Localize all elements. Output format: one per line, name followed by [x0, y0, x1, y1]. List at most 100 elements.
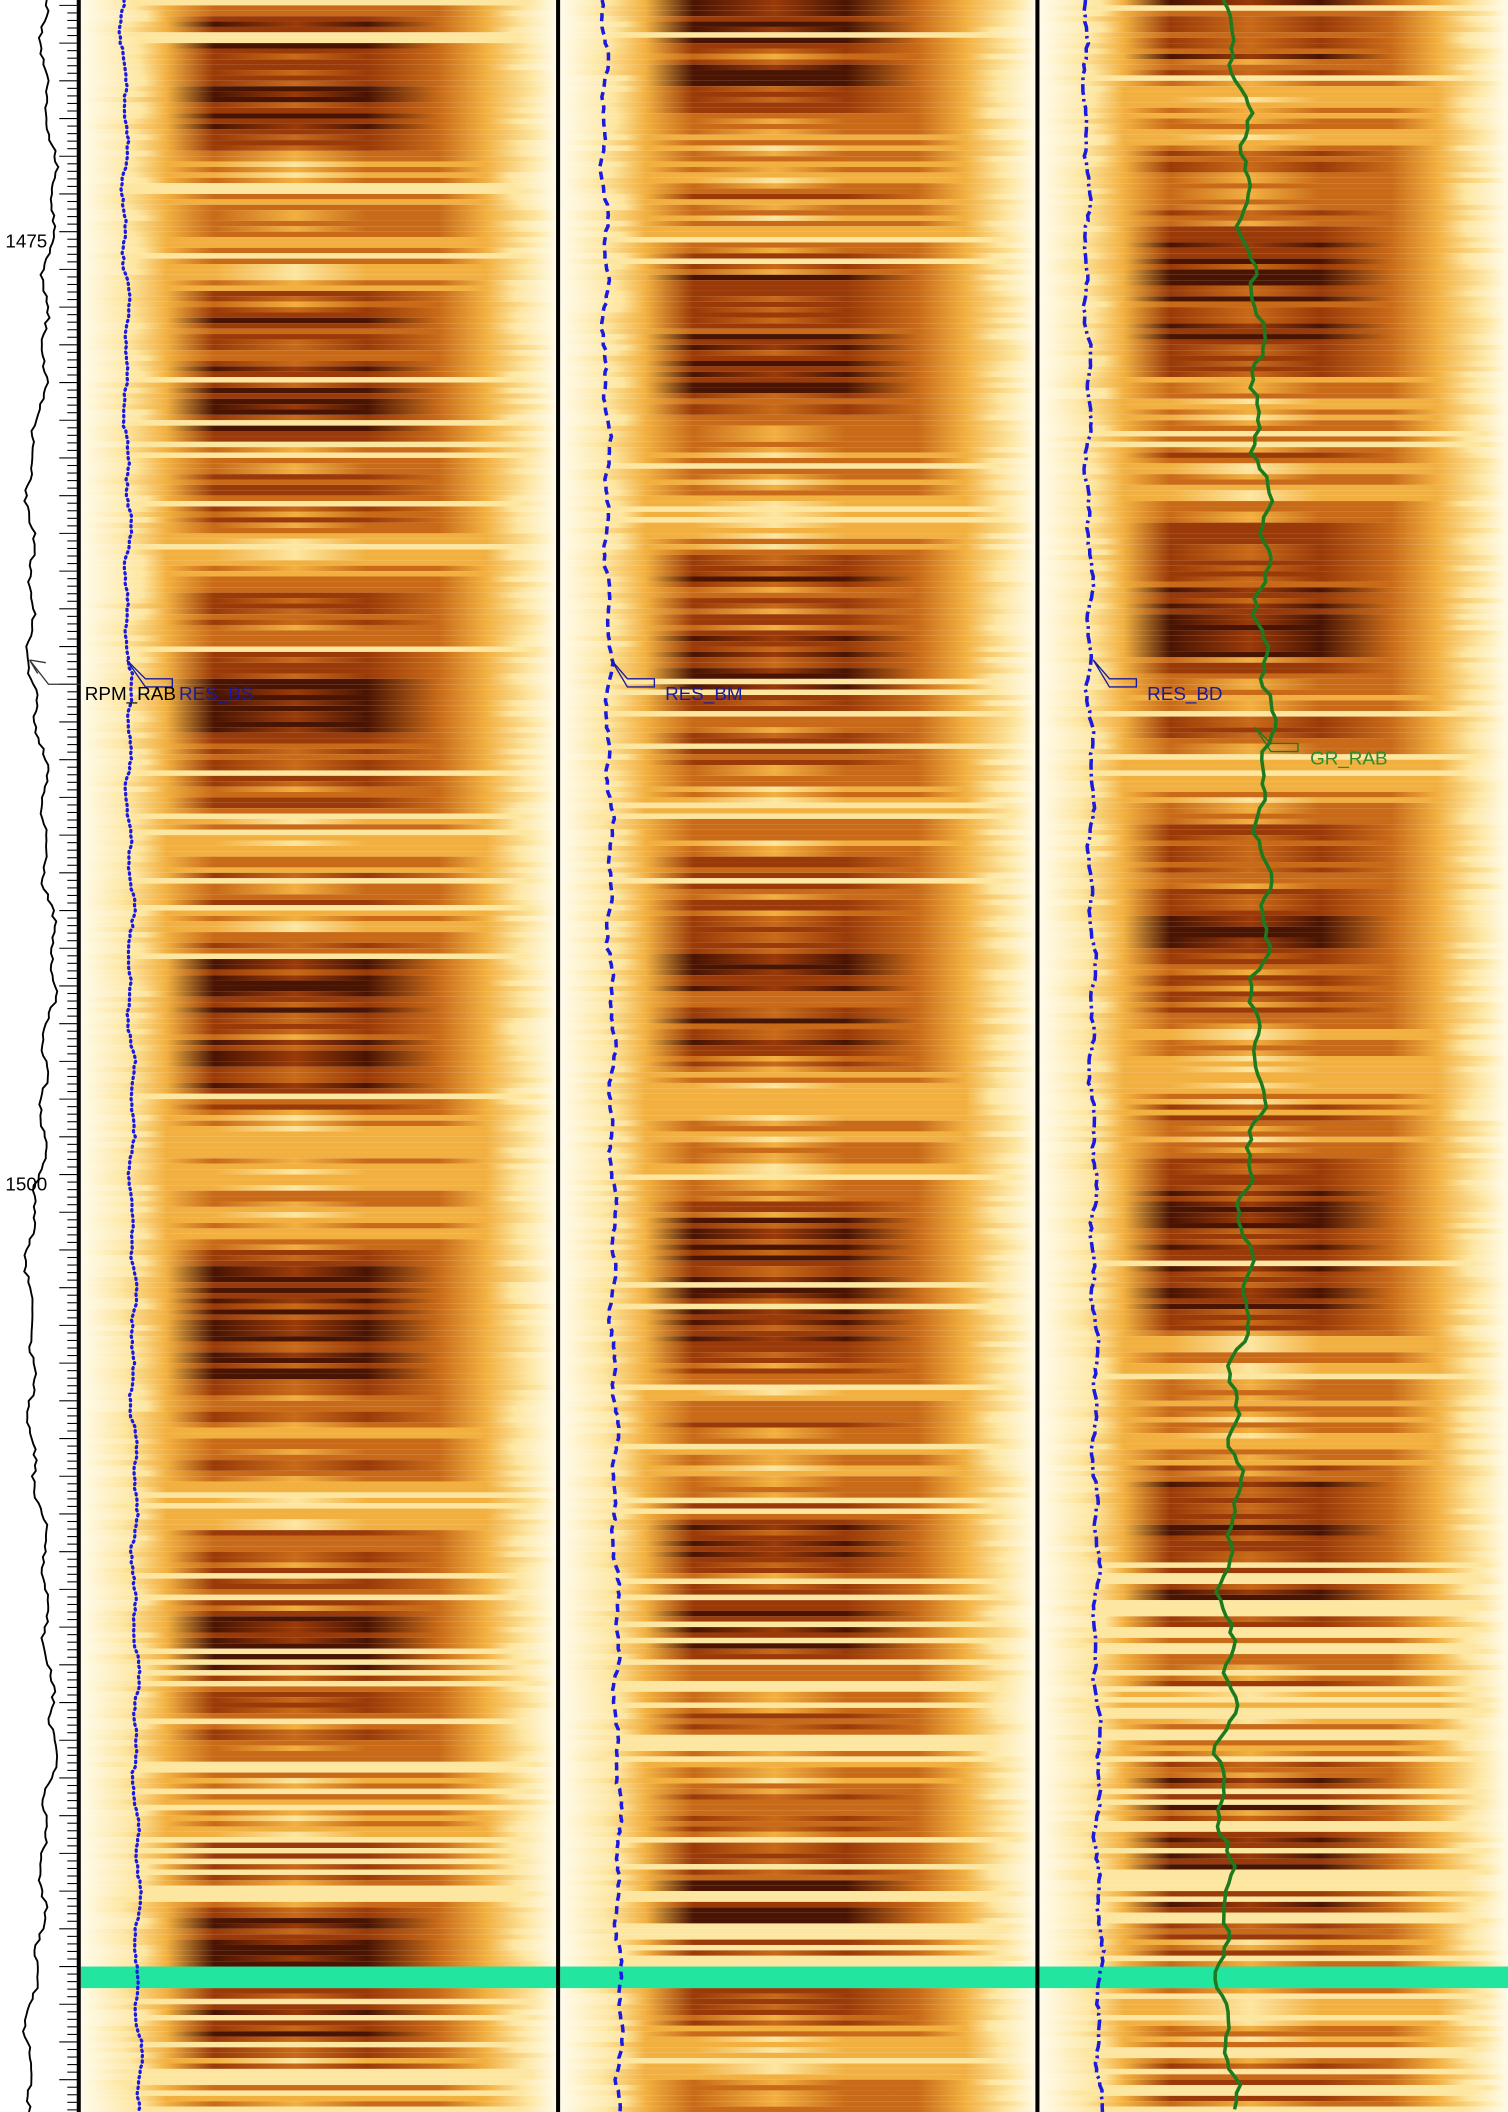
image-row	[1039, 959, 1508, 965]
image-row	[1039, 1443, 1508, 1450]
image-row	[80, 1099, 558, 1105]
image-row	[1039, 1158, 1508, 1164]
image-row	[560, 910, 1037, 916]
image-row	[1039, 1411, 1508, 1417]
image-row	[560, 1379, 1037, 1385]
image-row	[80, 571, 558, 577]
image-row	[80, 538, 558, 545]
image-row	[560, 1395, 1037, 1401]
image-row	[80, 1287, 558, 1294]
image-row	[80, 371, 558, 378]
image-row	[80, 1831, 558, 1838]
image-row	[560, 1648, 1037, 1655]
image-row	[1039, 1589, 1508, 1595]
image-row	[80, 1826, 558, 1832]
image-row	[1039, 1045, 1508, 1051]
image-row	[1039, 16, 1508, 22]
image-row	[80, 603, 558, 609]
image-row	[1039, 1950, 1508, 1956]
image-row	[80, 1104, 558, 1110]
image-row	[560, 172, 1037, 178]
curves	[117, 0, 1278, 2112]
image-row	[560, 1244, 1037, 1250]
image-row	[80, 242, 558, 248]
image-row	[560, 26, 1037, 33]
image-row	[1039, 1406, 1508, 1412]
image-row	[1039, 1497, 1508, 1504]
image-row	[1039, 156, 1508, 162]
image-row	[1039, 199, 1508, 205]
image-row	[560, 307, 1037, 313]
image-row	[80, 156, 558, 162]
image-row	[80, 441, 558, 448]
image-row	[80, 404, 558, 410]
image-row	[560, 845, 1037, 852]
image-row	[560, 290, 1037, 297]
image-row	[80, 1896, 558, 1902]
image-row	[560, 123, 1037, 130]
image-row	[1039, 1481, 1508, 1488]
image-row	[1039, 1357, 1508, 1364]
image-row	[80, 1443, 558, 1450]
image-row	[560, 2052, 1037, 2059]
callout	[1254, 726, 1299, 753]
image-row	[1039, 522, 1508, 528]
image-row	[80, 258, 558, 264]
image-row	[560, 80, 1037, 87]
image-row	[560, 1842, 1037, 1848]
image-row	[80, 339, 558, 345]
image-row	[560, 969, 1037, 976]
image-row	[80, 484, 558, 491]
image-row	[560, 1659, 1037, 1665]
image-row	[1039, 705, 1508, 712]
image-row	[80, 899, 558, 906]
image-row	[560, 1573, 1037, 1579]
image-row	[560, 646, 1037, 652]
image-row	[80, 237, 558, 243]
image-row	[560, 1373, 1037, 1380]
image-row	[560, 802, 1037, 809]
image-row	[560, 1287, 1037, 1294]
image-row	[1039, 1939, 1508, 1945]
image-row	[80, 1907, 558, 1913]
image-row	[1039, 1368, 1508, 1374]
image-row	[560, 501, 1037, 507]
image-row	[560, 1185, 1037, 1191]
image-row	[560, 1196, 1037, 1202]
image-row	[1039, 1632, 1508, 1638]
image-row	[80, 506, 558, 512]
image-row	[1039, 334, 1508, 340]
image-row	[80, 1481, 558, 1488]
image-row	[560, 1131, 1037, 1137]
image-row	[1039, 1627, 1508, 1633]
image-row	[80, 1794, 558, 1800]
image-row	[1039, 528, 1508, 534]
image-row	[80, 1627, 558, 1633]
image-row	[560, 328, 1037, 335]
image-row	[80, 301, 558, 308]
image-row	[80, 511, 558, 518]
image-row	[80, 1767, 558, 1773]
image-row	[1039, 1600, 1508, 1606]
image-row	[1039, 1152, 1508, 1159]
image-row	[560, 765, 1037, 771]
image-row	[560, 781, 1037, 787]
image-row	[80, 1131, 558, 1137]
image-row	[1039, 1944, 1508, 1951]
image-row	[80, 1885, 558, 1892]
image-row	[1039, 64, 1508, 71]
image-row	[1039, 1330, 1508, 1337]
image-row	[560, 431, 1037, 437]
image-row	[560, 1944, 1037, 1951]
image-row	[560, 1718, 1037, 1725]
image-row	[80, 431, 558, 437]
image-row	[560, 1120, 1037, 1127]
image-row	[80, 1912, 558, 1919]
image-row	[1039, 1923, 1508, 1929]
image-row	[80, 102, 558, 108]
image-row	[560, 651, 1037, 658]
image-row	[560, 1034, 1037, 1040]
image-row	[1039, 1174, 1508, 1180]
image-row	[560, 624, 1037, 631]
